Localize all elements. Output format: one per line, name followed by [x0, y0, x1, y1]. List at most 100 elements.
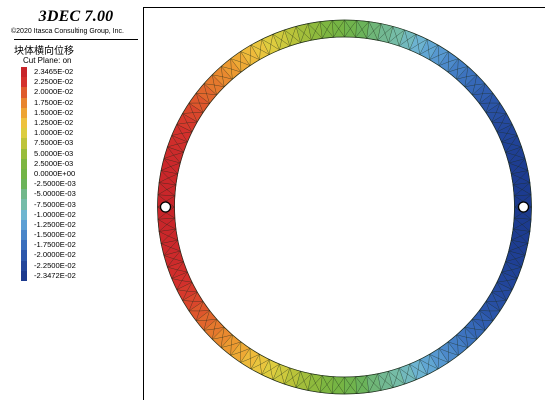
- legend-entry: -1.5000E-02: [21, 230, 76, 241]
- mesh-edge: [188, 102, 204, 113]
- mesh-edge: [230, 344, 232, 356]
- mesh-edge: [482, 320, 486, 331]
- legend-label: -5.0000E-03: [34, 189, 76, 199]
- mesh-edge: [355, 29, 363, 38]
- mesh-edge: [457, 66, 468, 70]
- mesh-edge: [496, 131, 508, 134]
- legend-entry: 1.0000E-02: [21, 128, 76, 139]
- mesh-edge: [272, 363, 280, 380]
- mesh-edge: [485, 102, 501, 113]
- mesh-edge: [399, 367, 408, 375]
- mesh-edge: [220, 337, 223, 348]
- mesh-edge: [388, 371, 397, 378]
- mesh-edge: [496, 280, 508, 283]
- mesh-edge: [171, 135, 178, 145]
- mesh-edge: [474, 328, 477, 340]
- mesh-edge: [272, 34, 280, 51]
- mesh-edge: [396, 367, 400, 378]
- mesh-edge: [203, 83, 217, 96]
- legend-label: 2.0000E-02: [34, 87, 74, 97]
- mesh-edge: [326, 20, 333, 30]
- mesh-edge: [315, 383, 321, 393]
- copyright-text: ©2020 Itasca Consulting Group, Inc.: [11, 28, 124, 35]
- mesh-edge: [356, 20, 363, 30]
- mesh-edge: [177, 269, 188, 273]
- mesh-edge: [448, 351, 459, 356]
- mesh-edge: [501, 133, 508, 143]
- mesh-edge: [338, 19, 345, 29]
- mesh-edge: [163, 250, 181, 256]
- mesh-edge: [396, 377, 405, 385]
- mesh-edge: [438, 61, 449, 66]
- mesh-edge: [303, 32, 312, 41]
- mesh-edge: [171, 133, 182, 136]
- mesh-edge: [511, 166, 519, 174]
- mesh-edge: [221, 66, 233, 80]
- legend-entry: 2.2500E-02: [21, 77, 76, 88]
- mesh-edge: [508, 250, 516, 259]
- mesh-edge: [513, 228, 530, 232]
- mesh-edge: [177, 141, 188, 145]
- mesh-edge: [196, 320, 207, 322]
- mesh-edge: [307, 23, 312, 41]
- mesh-edge: [230, 58, 232, 70]
- mesh-edge: [212, 328, 215, 340]
- mesh-edge: [166, 217, 176, 225]
- mesh-edge: [326, 384, 333, 394]
- mesh-edge: [212, 337, 223, 340]
- mesh-edge: [158, 182, 168, 190]
- mesh-edge: [222, 76, 225, 87]
- mesh-edge: [472, 93, 483, 96]
- mesh-edge: [368, 383, 374, 393]
- legend-label: -1.0000E-02: [34, 209, 76, 219]
- mesh-edge: [456, 334, 468, 348]
- mesh-edge: [160, 235, 169, 244]
- mesh-edge: [505, 258, 516, 262]
- legend-label: -2.2500E-02: [34, 260, 76, 270]
- mesh-edge: [489, 310, 494, 321]
- mesh-edge: [505, 261, 522, 268]
- mesh-edge: [409, 363, 419, 370]
- mesh-edge: [384, 33, 389, 43]
- mesh-edge: [501, 289, 513, 292]
- mesh-edge: [161, 170, 178, 175]
- mesh-edge: [409, 363, 417, 380]
- mesh-edge: [333, 28, 339, 38]
- mesh-edge: [203, 318, 217, 331]
- mesh-edge: [170, 247, 181, 252]
- mesh-edge: [250, 44, 261, 50]
- legend-entry: 1.7500E-02: [21, 97, 76, 108]
- mesh-edge: [171, 271, 188, 279]
- mesh-edge: [361, 21, 370, 30]
- mesh-edge: [295, 371, 301, 388]
- mesh-edge: [332, 20, 334, 38]
- mesh-edge: [355, 376, 363, 385]
- mesh-edge: [474, 83, 486, 86]
- mesh-edge: [173, 258, 184, 262]
- mesh-edge: [521, 182, 531, 190]
- mesh-edge: [350, 385, 357, 394]
- mesh-edge: [466, 74, 477, 77]
- mesh-edge: [300, 33, 305, 43]
- mesh-edge: [250, 44, 260, 60]
- mesh-edge: [479, 93, 483, 104]
- mesh-edge: [250, 364, 261, 370]
- mesh-edge: [303, 373, 312, 382]
- mesh-edge: [338, 385, 345, 395]
- mesh-edge: [206, 93, 217, 96]
- mesh-edge: [377, 32, 386, 41]
- mesh-edge: [170, 162, 181, 167]
- mesh-edge: [512, 177, 521, 185]
- mesh-edge: [508, 247, 519, 252]
- legend-swatch: [21, 87, 27, 98]
- mesh-edge: [250, 354, 260, 359]
- mesh-edge: [501, 291, 507, 301]
- mesh-edge: [173, 152, 184, 156]
- mesh-edge: [506, 280, 513, 290]
- mesh-edge: [159, 182, 176, 186]
- mesh-edge: [311, 373, 316, 384]
- mesh-edge: [170, 240, 178, 248]
- mesh-edge: [167, 258, 174, 268]
- model-viewport[interactable]: [144, 7, 545, 400]
- mesh-edge: [292, 36, 301, 43]
